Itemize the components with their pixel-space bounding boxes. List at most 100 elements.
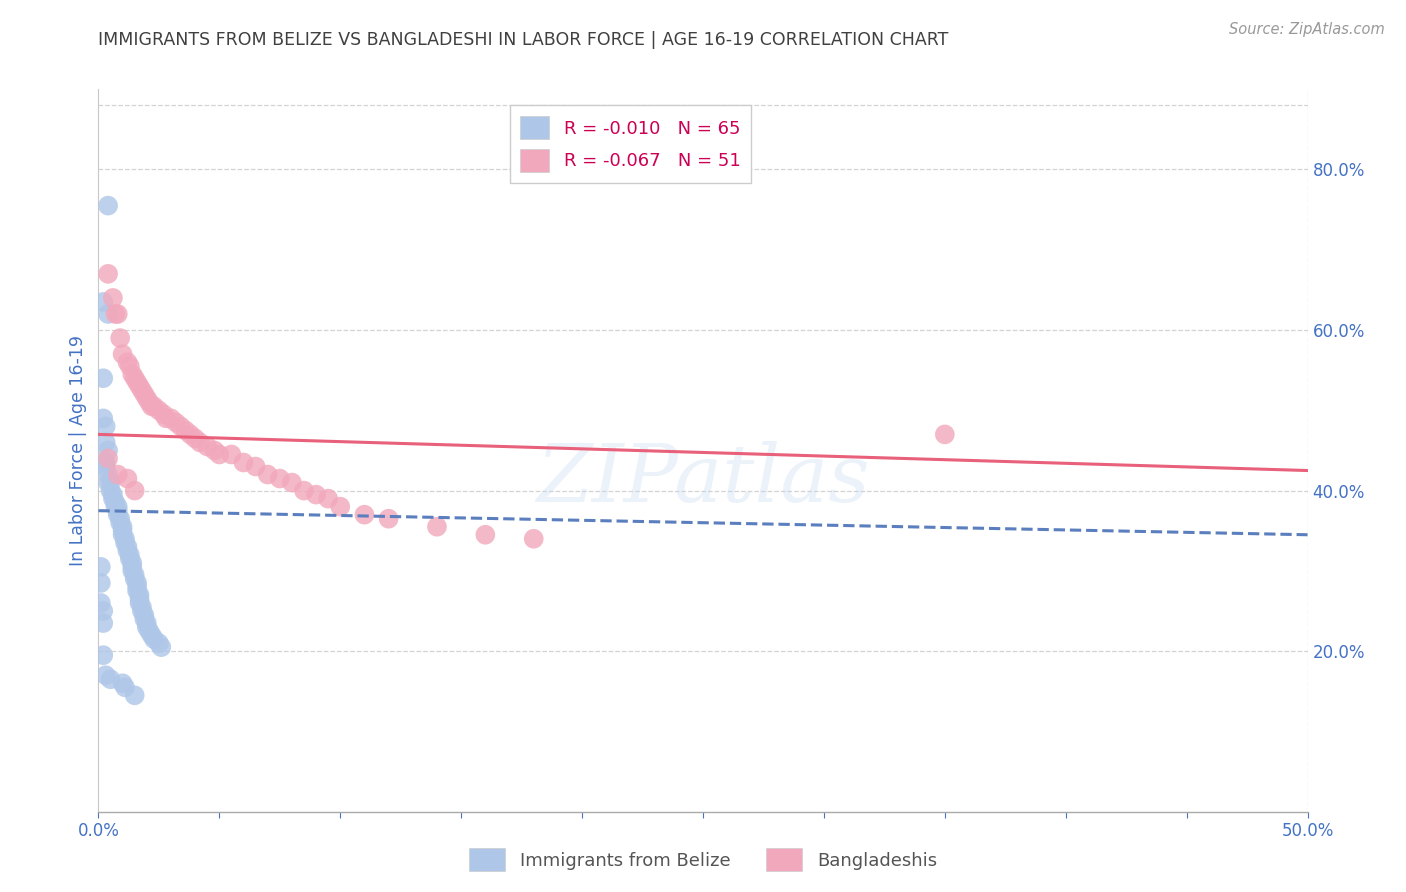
- Y-axis label: In Labor Force | Age 16-19: In Labor Force | Age 16-19: [69, 335, 87, 566]
- Point: [121, 556, 143, 570]
- Point: [127, 576, 149, 591]
- Point: [281, 475, 304, 490]
- Text: ZIPatlas: ZIPatlas: [536, 441, 870, 518]
- Text: IMMIGRANTS FROM BELIZE VS BANGLADESHI IN LABOR FORCE | AGE 16-19 CORRELATION CHA: IMMIGRANTS FROM BELIZE VS BANGLADESHI IN…: [98, 31, 949, 49]
- Point: [104, 500, 127, 514]
- Point: [104, 307, 127, 321]
- Point: [292, 483, 315, 498]
- Point: [152, 407, 174, 421]
- Point: [127, 583, 149, 598]
- Point: [353, 508, 375, 522]
- Point: [124, 371, 146, 385]
- Point: [90, 560, 112, 574]
- Point: [94, 668, 117, 682]
- Point: [523, 532, 546, 546]
- Point: [121, 368, 143, 382]
- Point: [97, 467, 120, 482]
- Point: [97, 307, 120, 321]
- Point: [104, 495, 127, 509]
- Point: [128, 596, 150, 610]
- Point: [111, 519, 134, 533]
- Point: [305, 487, 328, 501]
- Point: [101, 487, 124, 501]
- Point: [221, 447, 243, 462]
- Point: [195, 439, 218, 453]
- Point: [377, 511, 399, 525]
- Point: [124, 568, 146, 582]
- Point: [141, 399, 163, 413]
- Point: [934, 427, 956, 442]
- Point: [108, 516, 131, 530]
- Point: [134, 608, 156, 623]
- Point: [148, 403, 170, 417]
- Point: [118, 359, 141, 373]
- Point: [107, 508, 129, 522]
- Point: [91, 294, 114, 309]
- Point: [474, 527, 496, 541]
- Point: [138, 395, 160, 409]
- Point: [138, 624, 160, 639]
- Point: [134, 387, 156, 401]
- Point: [97, 443, 120, 458]
- Point: [245, 459, 267, 474]
- Point: [124, 483, 146, 498]
- Point: [100, 673, 122, 687]
- Point: [114, 680, 136, 694]
- Point: [118, 551, 141, 566]
- Point: [256, 467, 278, 482]
- Point: [108, 511, 131, 525]
- Point: [184, 431, 207, 445]
- Point: [155, 411, 177, 425]
- Point: [91, 604, 114, 618]
- Point: [117, 540, 139, 554]
- Point: [107, 467, 129, 482]
- Point: [117, 471, 139, 485]
- Point: [107, 500, 129, 514]
- Point: [91, 411, 114, 425]
- Point: [107, 307, 129, 321]
- Point: [107, 503, 129, 517]
- Point: [117, 355, 139, 369]
- Point: [204, 443, 226, 458]
- Point: [269, 471, 291, 485]
- Point: [131, 599, 153, 614]
- Point: [165, 415, 187, 429]
- Point: [316, 491, 339, 506]
- Point: [148, 636, 170, 650]
- Point: [118, 548, 141, 562]
- Point: [111, 347, 134, 361]
- Point: [111, 524, 134, 538]
- Point: [97, 198, 120, 212]
- Point: [127, 580, 149, 594]
- Point: [143, 399, 166, 413]
- Point: [94, 435, 117, 450]
- Point: [121, 564, 143, 578]
- Point: [91, 615, 114, 630]
- Point: [111, 527, 134, 541]
- Point: [150, 640, 173, 655]
- Point: [188, 435, 211, 450]
- Point: [128, 592, 150, 607]
- Point: [114, 535, 136, 549]
- Point: [329, 500, 352, 514]
- Point: [114, 532, 136, 546]
- Point: [94, 419, 117, 434]
- Point: [124, 572, 146, 586]
- Point: [97, 475, 120, 490]
- Point: [94, 455, 117, 469]
- Point: [179, 427, 201, 442]
- Point: [91, 371, 114, 385]
- Point: [160, 411, 183, 425]
- Point: [100, 475, 122, 490]
- Point: [135, 391, 157, 405]
- Point: [121, 560, 143, 574]
- Point: [101, 491, 124, 506]
- Point: [91, 648, 114, 662]
- Point: [90, 576, 112, 591]
- Point: [134, 612, 156, 626]
- Point: [94, 459, 117, 474]
- Point: [131, 383, 153, 397]
- Point: [174, 424, 197, 438]
- Point: [128, 588, 150, 602]
- Point: [426, 519, 449, 533]
